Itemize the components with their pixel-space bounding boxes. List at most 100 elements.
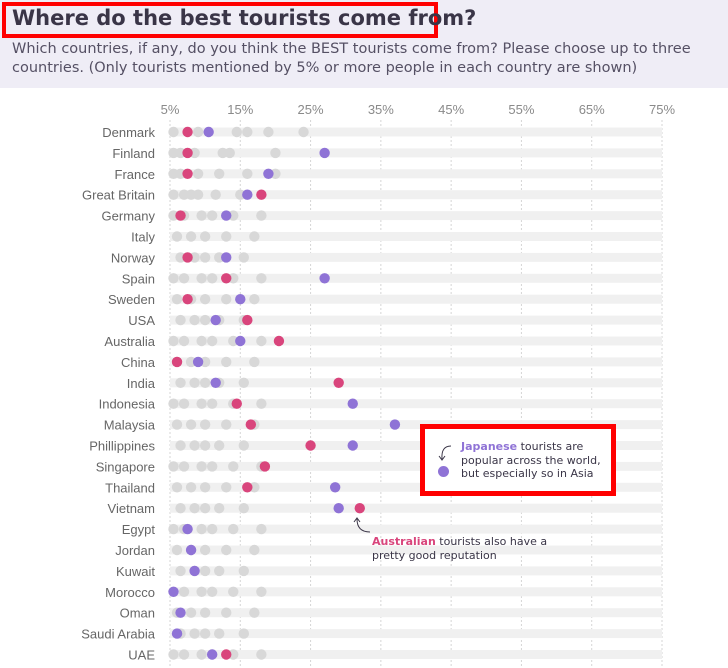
other-country-dot [196, 398, 207, 409]
other-country-dot [171, 419, 183, 430]
row-track [170, 587, 662, 597]
chart-subtitle: Which countries, if any, do you think th… [12, 41, 691, 76]
country-label: Germany [102, 209, 156, 224]
other-country-dot [199, 482, 211, 493]
japan-callout: Japanese tourists are popular across the… [420, 424, 616, 496]
row-track [170, 232, 662, 241]
other-country-dot [256, 523, 267, 535]
other-country-dot [196, 210, 207, 221]
row-track [170, 650, 662, 659]
japan-dot [221, 210, 232, 221]
australia-dot [333, 377, 344, 388]
row-track [170, 148, 662, 158]
australia-callout-rest: tourists also have a pretty good reputat… [372, 535, 548, 562]
x-tick-label: 65% [579, 102, 605, 117]
japan-legend-dot [438, 466, 449, 477]
other-country-dot [175, 314, 186, 326]
japan-label: Japanese [461, 440, 518, 453]
x-tick-label: 15% [227, 102, 253, 117]
japan-dot [168, 586, 179, 597]
other-country-dot [185, 607, 197, 618]
australia-dot [245, 419, 257, 430]
country-label: Kuwait [116, 564, 155, 579]
row-track [170, 190, 662, 200]
other-country-dot [298, 126, 309, 138]
other-country-dot [231, 126, 242, 138]
x-tick-label: 35% [368, 102, 394, 117]
country-label: Phillippines [89, 439, 155, 454]
dot-plot: 5% 15% 25% 35% 45% 55% 65% 75% Denmark Finland Fra… [81, 102, 675, 668]
other-country-dot [242, 126, 253, 138]
row-track [170, 273, 662, 283]
country-label: UAE [128, 648, 155, 663]
other-country-dot [189, 440, 200, 451]
japan-dot [347, 398, 358, 409]
other-country-dot [238, 440, 249, 451]
other-country-dot [214, 440, 225, 451]
japan-dot [347, 440, 358, 451]
other-country-dot [263, 126, 274, 138]
japan-dot [319, 273, 330, 284]
australia-dot [305, 440, 316, 451]
other-country-dot [199, 544, 211, 556]
australia-dot [256, 189, 267, 200]
other-country-dot [206, 335, 218, 347]
other-country-dot [196, 461, 207, 472]
row-track [170, 503, 662, 513]
other-country-dot [199, 294, 211, 305]
japan-dot [203, 126, 214, 138]
australia-dot [242, 482, 253, 493]
japan-dot [221, 252, 232, 263]
country-label: Australia [104, 334, 155, 349]
other-country-dot [196, 523, 207, 535]
other-country-dot [189, 628, 200, 639]
australia-callout-text: Australian tourists also have a pretty g… [372, 535, 562, 562]
country-label: France [115, 167, 155, 182]
japan-dot [189, 565, 200, 577]
other-country-dot [221, 231, 232, 242]
row-track [170, 566, 662, 576]
australia-dot [259, 461, 271, 472]
other-country-dot [168, 273, 179, 284]
x-tick-label: 45% [438, 102, 464, 117]
australia-dot [231, 398, 242, 409]
other-country-dot [185, 482, 197, 493]
x-tick-label: 55% [508, 102, 534, 117]
other-country-dot [199, 607, 211, 618]
australia-label: Australian [372, 535, 436, 548]
australia-dot [221, 649, 232, 660]
country-label: Denmark [102, 125, 155, 140]
chart-title: Where do the best tourists come from? [12, 6, 477, 30]
other-country-dot [214, 503, 225, 514]
other-country-dot [189, 503, 200, 514]
x-tick-label: 5% [161, 102, 180, 117]
country-label: Great Britain [82, 188, 155, 203]
other-country-dot [192, 189, 204, 200]
other-country-dot [178, 398, 190, 409]
japan-dot [192, 356, 204, 368]
other-country-dot [206, 273, 218, 284]
country-label: Italy [131, 230, 155, 245]
australia-dot [171, 356, 183, 368]
other-country-dot [221, 482, 232, 493]
row-track [170, 315, 662, 325]
other-country-dot [238, 377, 249, 388]
row-track [170, 294, 662, 304]
australia-dot [182, 252, 193, 263]
country-label: Indonesia [99, 397, 156, 412]
other-country-dot [196, 335, 207, 347]
japan-dot [263, 168, 274, 179]
row-track [170, 357, 662, 367]
row-track [170, 608, 662, 618]
curved-arrow-icon [353, 517, 371, 533]
other-country-dot [256, 273, 267, 284]
other-country-dot [238, 503, 249, 514]
other-country-dot [221, 419, 232, 430]
country-label: Finland [112, 146, 155, 161]
other-country-dot [249, 607, 260, 618]
other-country-dot [171, 294, 183, 305]
other-country-dot [171, 231, 183, 242]
other-country-dot [171, 482, 183, 493]
row-track [170, 252, 662, 262]
australia-dot [175, 210, 186, 221]
